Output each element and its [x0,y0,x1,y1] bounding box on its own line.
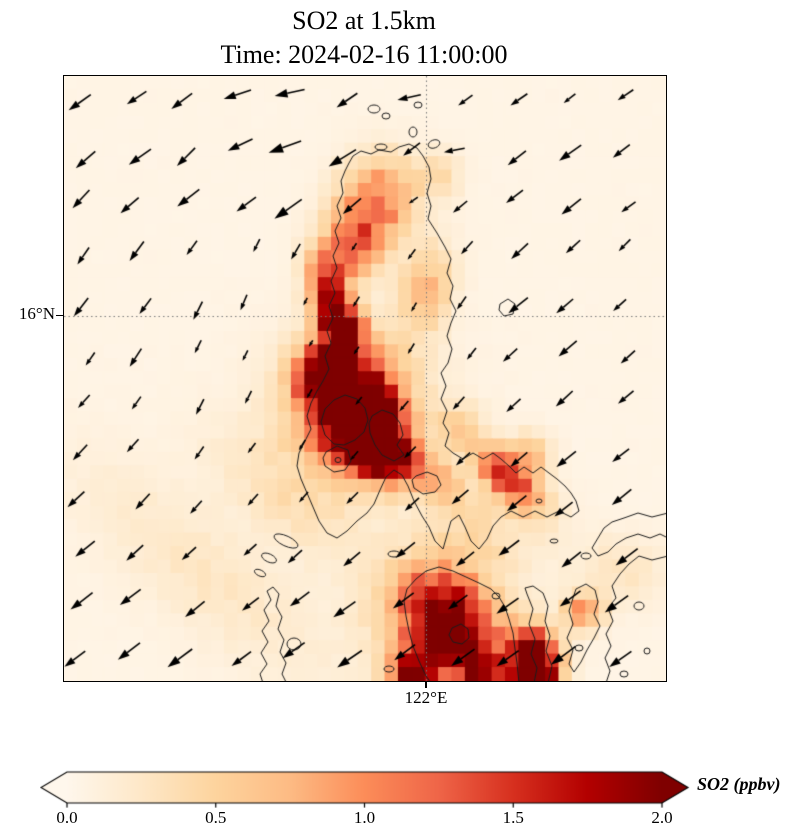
plot-title-block: SO2 at 1.5km Time: 2024-02-16 11:00:00 [63,4,665,72]
x-axis-tick-mark [425,681,427,688]
colorbar [40,768,690,808]
y-axis-tick-mark [56,314,64,316]
map-canvas [64,76,666,681]
y-axis-tick-label: 16°N [18,304,55,323]
plot-subtitle: Time: 2024-02-16 11:00:00 [220,40,508,69]
x-axis-tick-label: 122°E [404,688,448,707]
colorbar-tick-label-1: 0.5 [205,808,227,827]
colorbar-label: SO2 (ppbv) [697,774,781,794]
colorbar-tick-label-3: 1.5 [502,808,524,827]
colorbar-tick-label-0: 0.0 [56,808,78,827]
map-plot [63,75,667,682]
colorbar-tick-label-4: 2.0 [651,808,673,827]
plot-title: SO2 at 1.5km [292,6,436,35]
colorbar-tick-label-2: 1.0 [353,808,376,827]
